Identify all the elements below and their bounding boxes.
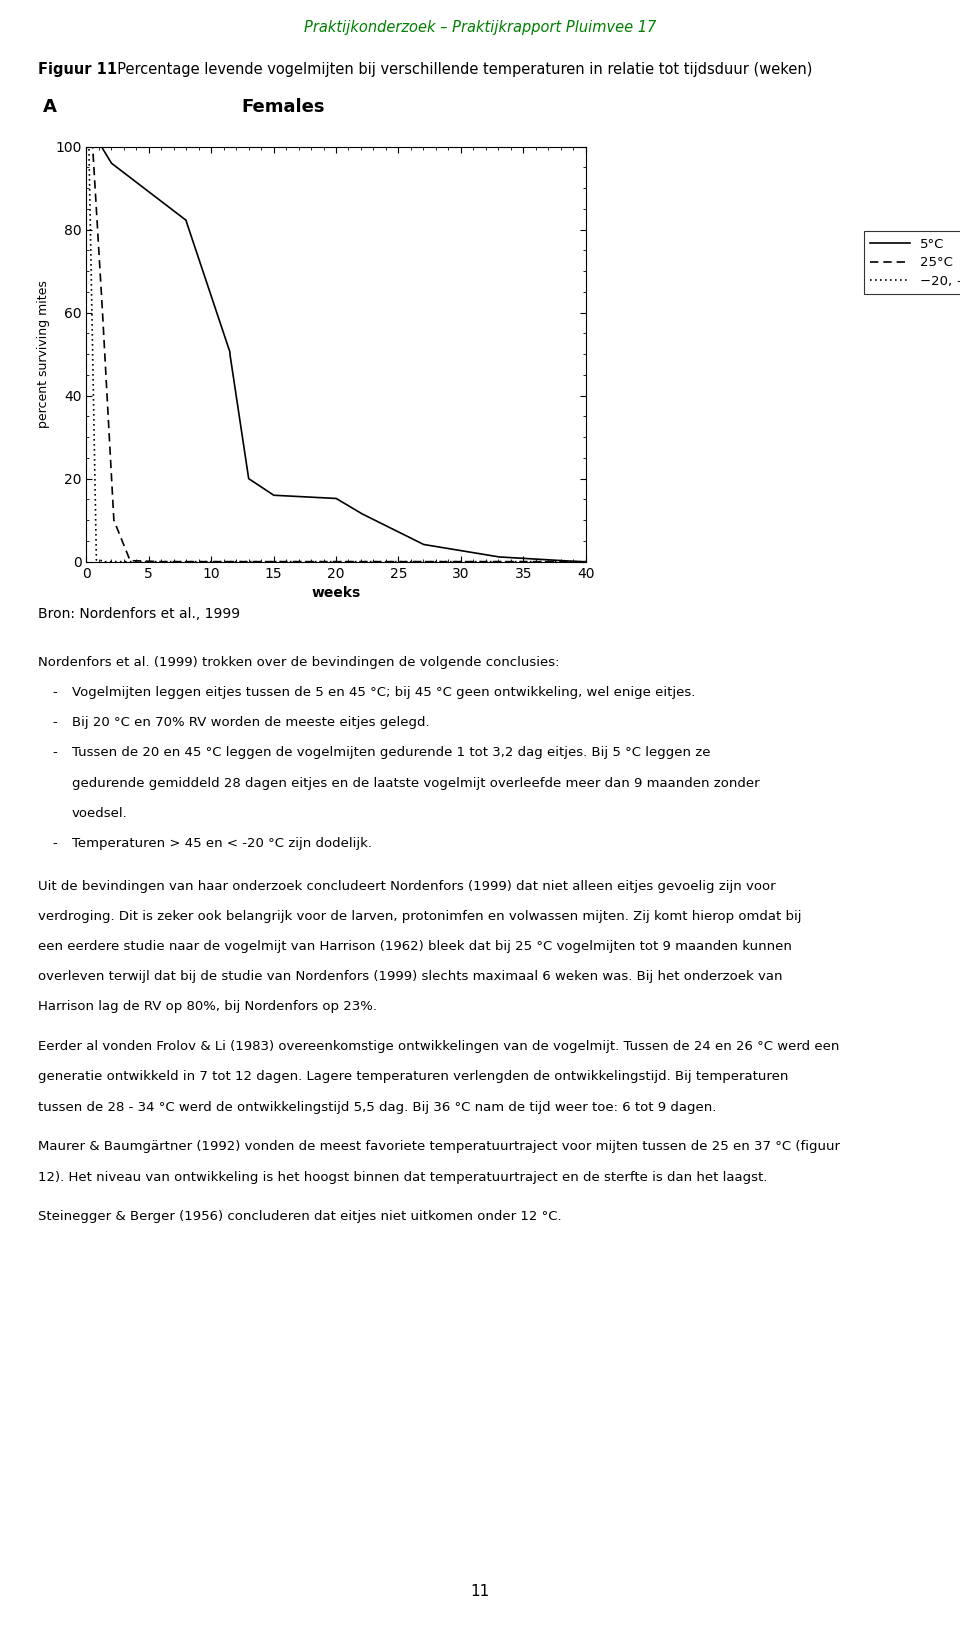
Text: Vogelmijten leggen eitjes tussen de 5 en 45 °C; bij 45 °C geen ontwikkeling, wel: Vogelmijten leggen eitjes tussen de 5 en… [72,687,695,698]
Text: gedurende gemiddeld 28 dagen eitjes en de laatste vogelmijt overleefde meer dan : gedurende gemiddeld 28 dagen eitjes en d… [72,777,759,790]
Text: Females: Females [242,98,324,116]
Text: Maurer & Baumgärtner (1992) vonden de meest favoriete temperatuurtraject voor mi: Maurer & Baumgärtner (1992) vonden de me… [38,1140,840,1153]
Text: Figuur 11: Figuur 11 [38,62,117,77]
Text: verdroging. Dit is zeker ook belangrijk voor de larven, protonimfen en volwassen: verdroging. Dit is zeker ook belangrijk … [38,910,802,923]
Text: tussen de 28 - 34 °C werd de ontwikkelingstijd 5,5 dag. Bij 36 °C nam de tijd we: tussen de 28 - 34 °C werd de ontwikkelin… [38,1101,717,1114]
Text: 11: 11 [470,1584,490,1599]
Text: Bij 20 °C en 70% RV worden de meeste eitjes gelegd.: Bij 20 °C en 70% RV worden de meeste eit… [72,716,430,729]
Text: -: - [53,746,58,759]
Text: Tussen de 20 en 45 °C leggen de vogelmijten gedurende 1 tot 3,2 dag eitjes. Bij : Tussen de 20 en 45 °C leggen de vogelmij… [72,746,710,759]
Text: een eerdere studie naar de vogelmijt van Harrison (1962) bleek dat bij 25 °C vog: een eerdere studie naar de vogelmijt van… [38,939,792,952]
Text: Steinegger & Berger (1956) concluderen dat eitjes niet uitkomen onder 12 °C.: Steinegger & Berger (1956) concluderen d… [38,1211,562,1223]
Text: Bron: Nordenfors et al., 1999: Bron: Nordenfors et al., 1999 [38,607,241,622]
Y-axis label: percent surviving mites: percent surviving mites [36,280,50,428]
Text: generatie ontwikkeld in 7 tot 12 dagen. Lagere temperaturen verlengden de ontwik: generatie ontwikkeld in 7 tot 12 dagen. … [38,1071,789,1083]
Text: -: - [53,716,58,729]
Text: Uit de bevindingen van haar onderzoek concludeert Nordenfors (1999) dat niet all: Uit de bevindingen van haar onderzoek co… [38,879,776,892]
Text: Temperaturen > 45 en < -20 °C zijn dodelijk.: Temperaturen > 45 en < -20 °C zijn dodel… [72,837,372,850]
X-axis label: weeks: weeks [311,586,361,601]
Text: -: - [53,837,58,850]
Text: Percentage levende vogelmijten bij verschillende temperaturen in relatie tot tij: Percentage levende vogelmijten bij versc… [108,62,812,77]
Text: overleven terwijl dat bij de studie van Nordenfors (1999) slechts maximaal 6 wek: overleven terwijl dat bij de studie van … [38,970,783,983]
Text: A: A [43,98,57,116]
Text: 12). Het niveau van ontwikkeling is het hoogst binnen dat temperatuurtraject en : 12). Het niveau van ontwikkeling is het … [38,1171,768,1184]
Legend: 5°C, 25°C, −20, +45, +65°C: 5°C, 25°C, −20, +45, +65°C [864,231,960,295]
Text: Nordenfors et al. (1999) trokken over de bevindingen de volgende conclusies:: Nordenfors et al. (1999) trokken over de… [38,656,560,669]
Text: voedsel.: voedsel. [72,806,128,819]
Text: Praktijkonderzoek – Praktijkrapport Pluimvee 17: Praktijkonderzoek – Praktijkrapport Plui… [304,20,656,36]
Text: -: - [53,687,58,698]
Text: Eerder al vonden Frolov & Li (1983) overeenkomstige ontwikkelingen van de vogelm: Eerder al vonden Frolov & Li (1983) over… [38,1040,840,1053]
Text: Harrison lag de RV op 80%, bij Nordenfors op 23%.: Harrison lag de RV op 80%, bij Nordenfor… [38,1000,377,1013]
